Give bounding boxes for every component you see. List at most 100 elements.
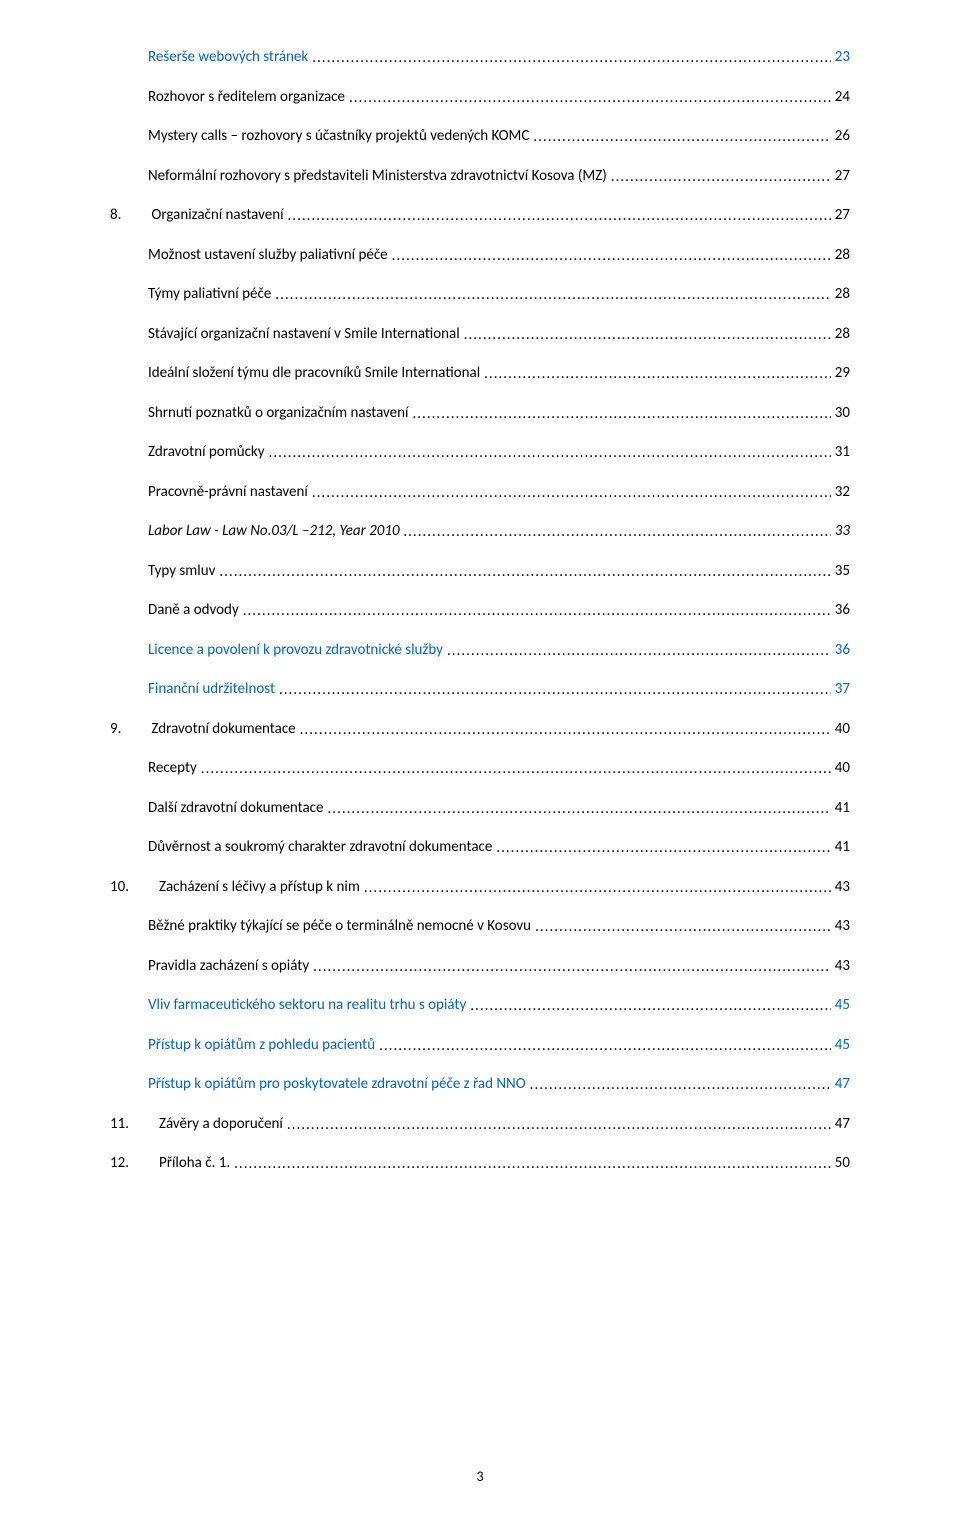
toc-dotted-leader <box>447 642 831 662</box>
toc-entry: Typy smluv 35 <box>110 562 850 582</box>
toc-dotted-leader <box>269 444 831 464</box>
toc-entry-title: Důvěrnost a soukromý charakter zdravotní… <box>148 838 496 858</box>
toc-entry[interactable]: Vliv farmaceutického sektoru na realitu … <box>110 996 850 1016</box>
toc-dotted-leader <box>201 760 831 780</box>
toc-entry-page: 36 <box>831 601 850 621</box>
toc-entry-page: 31 <box>831 443 850 463</box>
toc-entry: Běžné praktiky týkající se péče o termin… <box>110 917 850 937</box>
toc-entry-page: 45 <box>831 996 850 1016</box>
toc-entry-page: 40 <box>831 759 850 779</box>
toc-entry[interactable]: Přístup k opiátům z pohledu pacientů 45 <box>110 1036 850 1056</box>
toc-entry-page: 23 <box>831 48 850 68</box>
toc-entry[interactable]: Finanční udržitelnost 37 <box>110 680 850 700</box>
toc-entry-page: 35 <box>831 562 850 582</box>
toc-entry-page: 32 <box>831 483 850 503</box>
toc-entry-page: 36 <box>831 641 850 661</box>
toc-entry-page: 47 <box>831 1115 850 1135</box>
toc-entry-page: 37 <box>831 680 850 700</box>
toc-entry: Neformální rozhovory s představiteli Min… <box>110 167 850 187</box>
toc-entry-page: 28 <box>831 285 850 305</box>
toc-entry: Stávající organizační nastavení v Smile … <box>110 325 850 345</box>
toc-dotted-leader <box>275 286 830 306</box>
toc-dotted-leader <box>243 602 831 622</box>
toc-dotted-leader <box>496 839 830 859</box>
toc-entry-page: 24 <box>831 88 850 108</box>
toc-entry: Zdravotní pomůcky 31 <box>110 443 850 463</box>
toc-dotted-leader <box>279 681 831 701</box>
toc-entry[interactable]: Rešerše webových stránek 23 <box>110 48 850 68</box>
toc-entry: 8.Organizační nastavení 27 <box>110 206 850 226</box>
toc-entry-title: Běžné praktiky týkající se péče o termin… <box>148 917 535 937</box>
toc-entry-title: Přístup k opiátům pro poskytovatele zdra… <box>148 1075 530 1095</box>
toc-dotted-leader <box>313 958 831 978</box>
toc-entry[interactable]: Licence a povolení k provozu zdravotnick… <box>110 641 850 661</box>
toc-entry: Recepty 40 <box>110 759 850 779</box>
toc-entry-title: Další zdravotní dokumentace <box>148 799 328 819</box>
toc-entry: Týmy paliativní péče 28 <box>110 285 850 305</box>
toc-dotted-leader <box>288 207 831 227</box>
toc-entry-page: 26 <box>831 127 850 147</box>
toc-entry: 11.Závěry a doporučení 47 <box>110 1115 850 1135</box>
toc-entry-title: Pracovně-právní nastavení <box>148 483 312 503</box>
toc-entry-page: 29 <box>831 364 850 384</box>
toc-entry-title: Finanční udržitelnost <box>148 680 279 700</box>
toc-entry-page: 28 <box>831 246 850 266</box>
toc-entry-page: 27 <box>831 167 850 187</box>
toc-entry-title: Mystery calls – rozhovory s účastníky pr… <box>148 127 533 147</box>
toc-dotted-leader <box>470 997 831 1017</box>
toc-entry: 10. Zacházení s léčivy a přístup k nim 43 <box>110 878 850 898</box>
toc-dotted-leader <box>412 405 830 425</box>
document-page: Rešerše webových stránek 23 Rozhovor s ře… <box>0 0 960 1525</box>
toc-dotted-leader <box>404 523 831 543</box>
toc-entry-page: 30 <box>831 404 850 424</box>
toc-entry: Daně a odvody 36 <box>110 601 850 621</box>
toc-dotted-leader <box>312 49 831 69</box>
toc-entry: Další zdravotní dokumentace 41 <box>110 799 850 819</box>
toc-entry: Důvěrnost a soukromý charakter zdravotní… <box>110 838 850 858</box>
toc-entry-title: Příloha č. 1. <box>159 1154 234 1174</box>
toc-entry-title: Týmy paliativní péče <box>148 285 275 305</box>
toc-entry-title: Zacházení s léčivy a přístup k nim <box>159 878 364 898</box>
toc-entry-title: Zdravotní pomůcky <box>148 443 269 463</box>
toc-entry-number: 9. <box>110 720 121 740</box>
toc-dotted-leader <box>392 247 831 267</box>
toc-dotted-leader <box>530 1076 831 1096</box>
toc-dotted-leader <box>535 918 831 938</box>
toc-entry-title: Organizační nastavení <box>151 206 287 226</box>
toc-entry: Možnost ustavení služby paliativní péče … <box>110 246 850 266</box>
toc-entry-title: Labor Law - Law No.03/L –212, Year 2010 <box>148 522 404 542</box>
toc-entry-title: Vliv farmaceutického sektoru na realitu … <box>148 996 470 1016</box>
toc-dotted-leader <box>328 800 831 820</box>
toc-entry-title: Možnost ustavení služby paliativní péče <box>148 246 392 266</box>
toc-entry-page: 33 <box>831 522 850 542</box>
toc-entry-page: 43 <box>831 878 850 898</box>
toc-entry-page: 43 <box>831 917 850 937</box>
page-number: 3 <box>0 1468 960 1485</box>
toc-entry-title: Zdravotní dokumentace <box>151 720 299 740</box>
toc-entry: Rozhovor s ředitelem organizace 24 <box>110 88 850 108</box>
toc-entry-title: Typy smluv <box>148 562 219 582</box>
toc-entry[interactable]: Přístup k opiátům pro poskytovatele zdra… <box>110 1075 850 1095</box>
toc-entry: Shrnutí poznatků o organizačním nastaven… <box>110 404 850 424</box>
toc-entry-title: Shrnutí poznatků o organizačním nastaven… <box>148 404 412 424</box>
toc-entry-page: 28 <box>831 325 850 345</box>
toc-dotted-leader <box>364 879 831 899</box>
toc-entry: Pracovně-právní nastavení 32 <box>110 483 850 503</box>
toc-entry-title: Daně a odvody <box>148 601 243 621</box>
toc-entry: Ideální složení týmu dle pracovníků Smil… <box>110 364 850 384</box>
toc-entry-number: 10. <box>110 878 129 898</box>
toc-entry-title: Pravidla zacházení s opiáty <box>148 957 313 977</box>
toc-dotted-leader <box>533 128 830 148</box>
toc-entry-title: Přístup k opiátům z pohledu pacientů <box>148 1036 379 1056</box>
toc-entry: Labor Law - Law No.03/L –212, Year 2010 … <box>110 522 850 542</box>
table-of-contents: Rešerše webových stránek 23 Rozhovor s ře… <box>110 48 850 1174</box>
toc-dotted-leader <box>484 365 831 385</box>
toc-entry-number: 11. <box>110 1115 129 1135</box>
toc-entry: Mystery calls – rozhovory s účastníky pr… <box>110 127 850 147</box>
toc-entry-title: Licence a povolení k provozu zdravotnick… <box>148 641 447 661</box>
toc-entry-page: 41 <box>831 799 850 819</box>
toc-dotted-leader <box>312 484 831 504</box>
toc-dotted-leader <box>287 1116 831 1136</box>
toc-entry-title: Rešerše webových stránek <box>148 48 312 68</box>
toc-entry-page: 27 <box>831 206 850 226</box>
